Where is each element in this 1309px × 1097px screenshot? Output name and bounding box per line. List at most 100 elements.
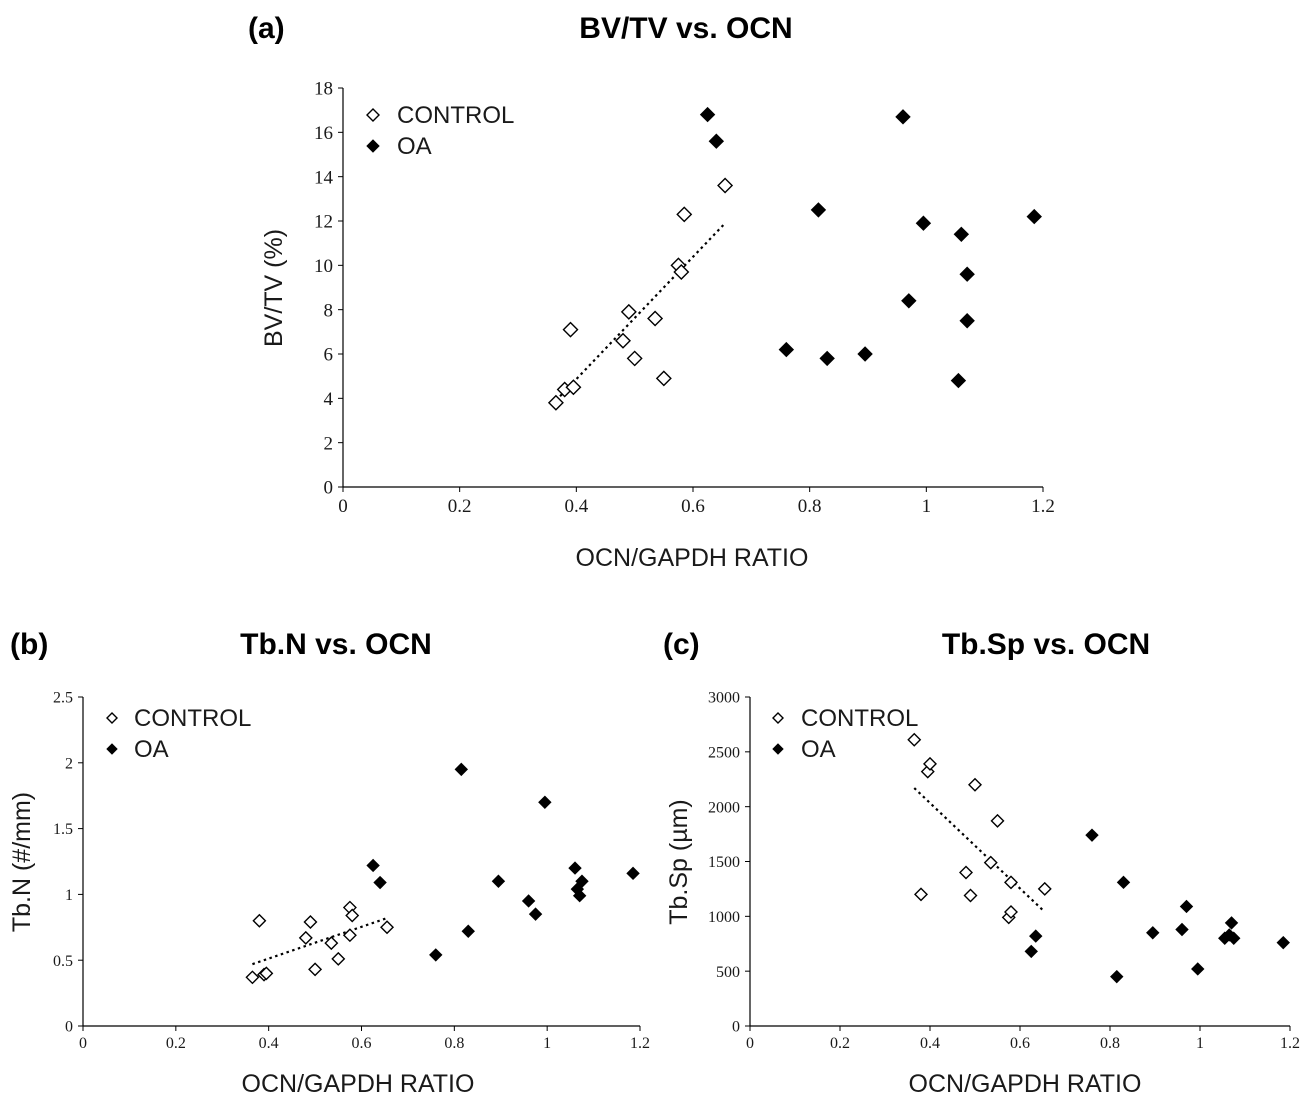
panel-a-x-tick-label: 0.6 (681, 496, 705, 517)
panel-a-oa-point (959, 266, 975, 282)
panel-c-x-tick-label: 0.2 (830, 1035, 850, 1052)
panel-c-y-tick-label: 0 (732, 1019, 740, 1036)
panel-a-control-point (655, 370, 672, 387)
panel-c-x-tick-label: 0.6 (1010, 1035, 1030, 1052)
panel-b-control-trendline (252, 917, 388, 966)
panel-a-legend-oa-marker (366, 139, 380, 153)
panel-a-oa-point (699, 106, 716, 123)
panel-b-y-tick-label: 2 (65, 755, 73, 772)
panel-c-control-point (990, 813, 1005, 828)
panel-c-y-tick-label: 1500 (708, 854, 740, 871)
panel-b-oa-point (429, 948, 443, 962)
panel-c-title: Tb.Sp vs. OCN (942, 628, 1150, 661)
panel-a-oa-point (857, 346, 873, 362)
panel-a-control-point (547, 394, 564, 411)
panel-a-oa-point (959, 313, 975, 329)
panel-c-legend-control-marker (772, 712, 784, 724)
panel-a-control-trendline (555, 222, 726, 402)
panel-b-oa-point (373, 875, 387, 890)
panel-a-oa-point (901, 293, 917, 309)
panel-b-y-tick-label: 1.5 (53, 821, 73, 838)
panel-a-legend-control-label: CONTROL (397, 102, 514, 129)
panel-c-control-point (959, 865, 973, 880)
panel-c-x-tick-label: 1 (1196, 1035, 1204, 1052)
panel-a-oa-point (810, 202, 827, 218)
panel-c-x-tick-label: 0.4 (920, 1035, 940, 1052)
panel-a-legend-control-marker (366, 108, 380, 122)
panel-b-control-point (259, 966, 274, 981)
panel-c-letter: (c) (663, 628, 700, 661)
panel-c-control-point (1037, 881, 1052, 896)
panel-c-oa-point (1110, 969, 1124, 984)
panel-a-oa-point (915, 215, 932, 231)
panel-c-oa-point (1146, 926, 1160, 940)
panel-b-legend-oa-marker (106, 743, 118, 755)
panel-c-legend-control-label: CONTROL (801, 705, 918, 732)
panel-c-legend-oa-label: OA (801, 736, 836, 763)
panel-b-oa-point (528, 907, 543, 921)
panel-c-control-point (907, 732, 922, 747)
panel-a-y-axis-label: BV/TV (%) (260, 229, 288, 347)
panel-b-legend-oa-label: OA (134, 736, 169, 763)
panel-b: (b) Tb.N vs. OCN OCN/GAPDH RATIO Tb.N (#… (8, 628, 650, 1097)
panel-b-legend-control-marker (106, 712, 118, 724)
panel-a: (a) BV/TV vs. OCN OCN/GAPDH RATIO BV/TV … (248, 12, 1055, 572)
panel-c-control-point (914, 887, 928, 902)
panel-a-control-point (647, 310, 664, 327)
panel-b-y-tick-label: 2.5 (53, 690, 73, 707)
panel-c-control-point (1004, 904, 1018, 919)
panel-a-oa-point (953, 226, 970, 243)
panel-a-control-point (676, 206, 693, 223)
panel-b-x-tick-label: 0.6 (352, 1035, 372, 1052)
panel-c-oa-point (1175, 922, 1189, 937)
panel-c-oa-point (1029, 929, 1043, 943)
panel-b-title: Tb.N vs. OCN (240, 628, 432, 661)
panel-a-control-point (673, 263, 690, 280)
panel-c-x-tick-label: 1.2 (1280, 1035, 1300, 1052)
panel-c-oa-point (1024, 944, 1038, 959)
panel-c-control-point (963, 888, 978, 903)
panel-a-oa-point (1026, 208, 1042, 225)
panel-a-oa-point (895, 109, 911, 125)
panel-b-control-point (308, 962, 323, 977)
panel-c-control-point (1004, 875, 1018, 890)
panel-b-control-point (245, 970, 260, 985)
panel-c-control-point (983, 855, 998, 870)
panel-b-control-point (342, 928, 357, 943)
panel-a-x-tick-label: 0.4 (564, 496, 588, 517)
panel-c-legend: CONTROL OA (801, 705, 918, 763)
panel-b-y-axis-label: Tb.N (#/mm) (8, 792, 36, 932)
panel-a-letter: (a) (248, 12, 285, 45)
panel-b-oa-point (575, 874, 589, 888)
panel-a-control-point (615, 332, 631, 349)
panel-c-control-trendline (913, 787, 1046, 913)
panel-c-x-tick-label: 0.8 (1100, 1035, 1120, 1052)
panel-a-y-tick-label: 4 (324, 389, 334, 410)
panel-c-y-axis-label: Tb.Sp (µm) (665, 799, 693, 925)
panel-a-legend-oa-label: OA (397, 133, 432, 160)
panel-a-control-point (620, 303, 637, 320)
panel-a-legend: CONTROL OA (397, 102, 514, 160)
panel-b-legend-control-label: CONTROL (134, 705, 251, 732)
panel-a-y-tick-label: 16 (314, 123, 333, 144)
panel-b-oa-point (454, 762, 469, 777)
panel-a-y-tick-label: 6 (324, 345, 334, 366)
panel-c-oa-point (1116, 875, 1131, 890)
panel-b-x-tick-label: 0.4 (259, 1035, 279, 1052)
panel-a-y-tick-label: 12 (314, 212, 333, 233)
panel-b-y-tick-label: 0 (65, 1019, 73, 1036)
panel-c-oa-point (1227, 931, 1241, 945)
panel-a-oa-point (778, 341, 795, 358)
panel-c-oa-point (1224, 916, 1239, 930)
panel-a-y-tick-label: 0 (324, 478, 334, 499)
panel-a-x-tick-label: 0.8 (798, 496, 822, 517)
panel-b-control-point (303, 915, 318, 930)
panel-b-control-point (345, 908, 360, 923)
panel-b-x-tick-label: 0.2 (166, 1035, 186, 1052)
panel-b-control-point (331, 951, 346, 966)
panel-a-oa-point (819, 350, 835, 367)
panel-a-oa-point (950, 372, 967, 389)
panel-b-oa-point (572, 889, 587, 903)
panel-c: (c) Tb.Sp vs. OCN OCN/GAPDH RATIO Tb.Sp … (663, 628, 1300, 1097)
